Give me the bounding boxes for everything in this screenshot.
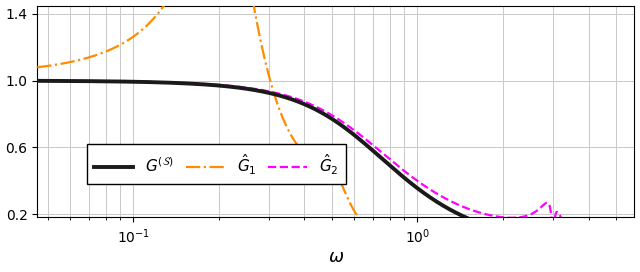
X-axis label: $\omega$: $\omega$ [328,248,344,267]
Legend: $G^{(\mathcal{S})}$, $\hat{G}_1$, $\hat{G}_2$: $G^{(\mathcal{S})}$, $\hat{G}_1$, $\hat{… [86,144,346,184]
